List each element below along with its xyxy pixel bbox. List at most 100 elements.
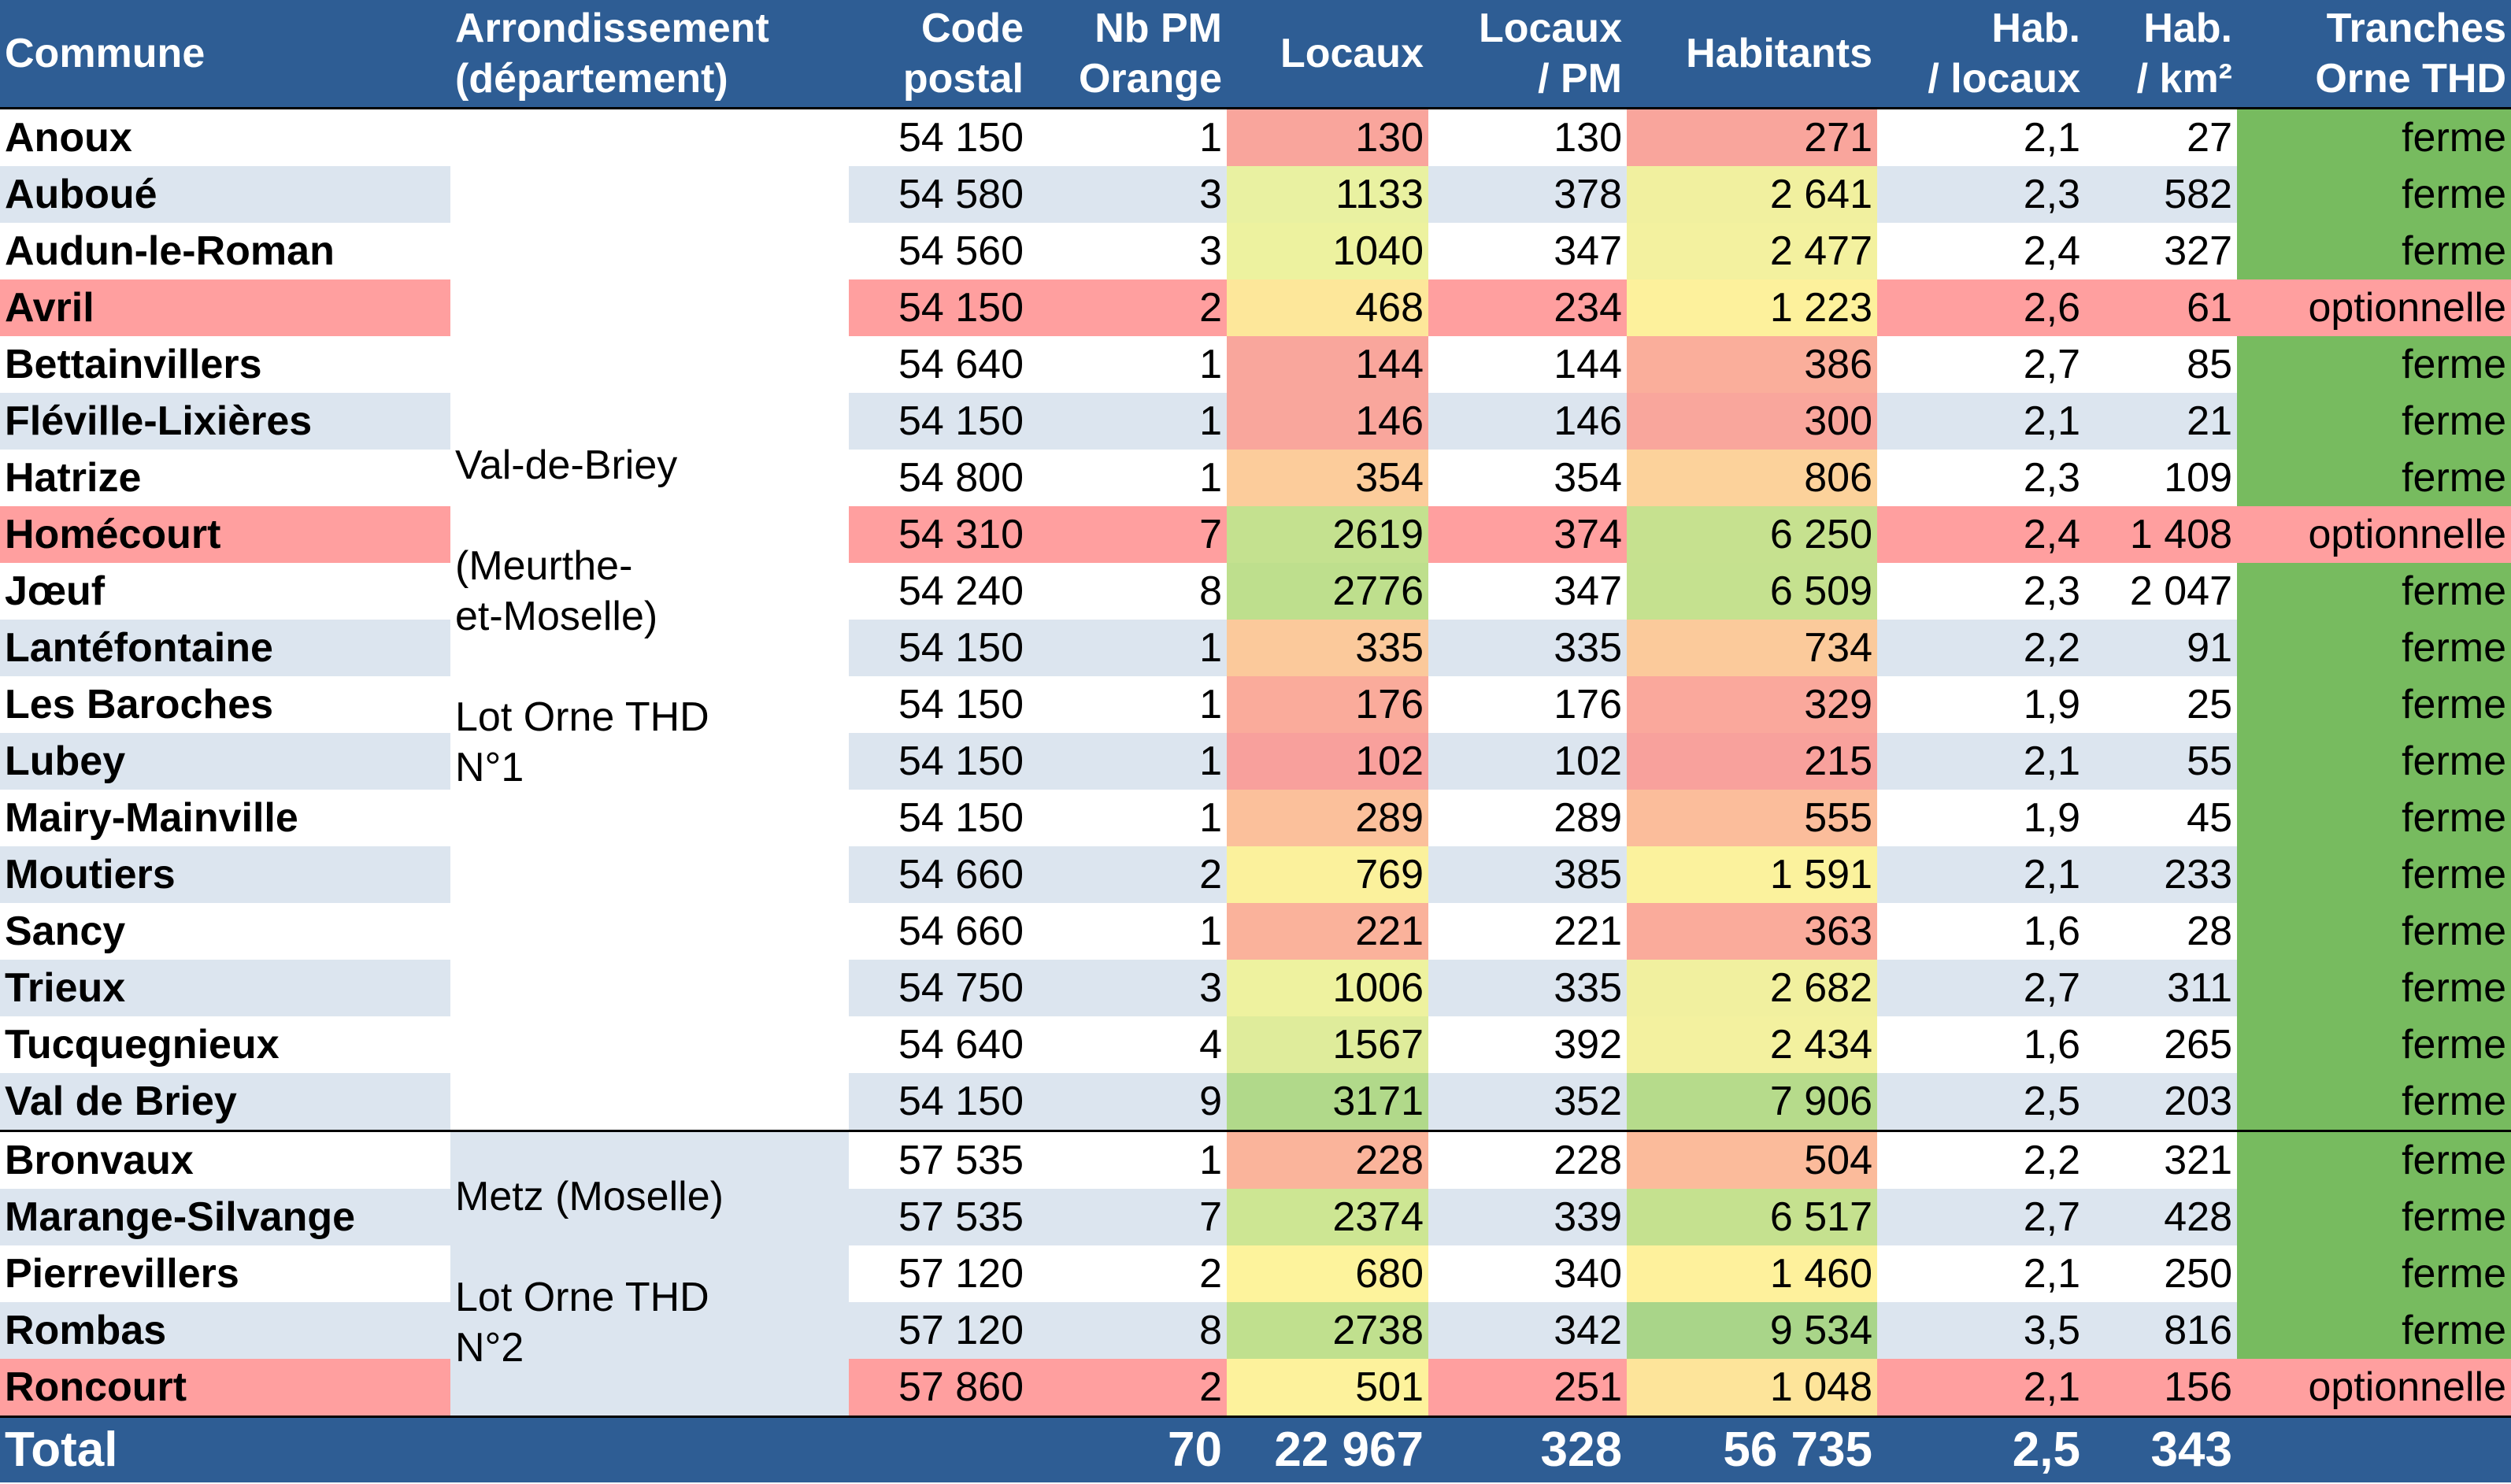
commune-cell: Hatrize [0,450,450,506]
locaux-pm-cell: 385 [1428,846,1627,903]
locaux-pm-cell: 378 [1428,166,1627,223]
commune-cell: Jœuf [0,563,450,620]
commune-cell: Sancy [0,903,450,960]
table-row: Hatrize 54 800 1 354 354 806 2,3 109 ferme [0,450,2511,506]
nb-pm-cell: 8 [1028,563,1227,620]
habitants-cell: 1 223 [1627,279,1877,336]
locaux-cell: 1133 [1227,166,1428,223]
table-row: Anoux Val-de-Briey (Meurthe-et-Moselle) Lot… [0,107,2511,1131]
tranche-cell: ferme [2237,846,2511,903]
habitants-cell: 329 [1627,676,1877,733]
commune-cell: Audun-le-Roman [0,223,450,279]
locaux-cell: 354 [1227,450,1428,506]
tranche-cell: ferme [2237,903,2511,960]
locaux-pm-cell: 342 [1428,1302,1627,1359]
hab-km2-cell: 2 047 [2085,563,2237,620]
hab-locaux-cell: 2,6 [1877,279,2085,336]
locaux-cell: 2738 [1227,1302,1428,1359]
nb-pm-cell: 1 [1028,107,1227,166]
commune-cell: Mairy-Mainville [0,790,450,846]
nb-pm-cell: 2 [1028,279,1227,336]
hab-locaux-cell: 2,1 [1877,1245,2085,1302]
header-locaux-pm: Locaux / PM [1428,0,1627,109]
tranche-cell: ferme [2237,166,2511,223]
locaux-cell: 146 [1227,393,1428,450]
locaux-pm-cell: 234 [1428,279,1627,336]
header-nb-pm: Nb PM Orange [1028,0,1227,109]
habitants-cell: 2 641 [1627,166,1877,223]
hab-km2-cell: 156 [2085,1359,2237,1417]
total-hab-km2: 343 [2085,1416,2237,1482]
table-row: Rombas 57 120 8 2738 342 9 534 3,5 816 ferme [0,1302,2511,1359]
nb-pm-cell: 2 [1028,1359,1227,1417]
locaux-pm-cell: 335 [1428,960,1627,1016]
code-postal-cell: 54 150 [849,107,1028,166]
tranche-cell: ferme [2237,1245,2511,1302]
hab-km2-cell: 85 [2085,336,2237,393]
locaux-cell: 769 [1227,846,1428,903]
locaux-cell: 176 [1227,676,1428,733]
tranche-cell: ferme [2237,960,2511,1016]
habitants-cell: 300 [1627,393,1877,450]
locaux-cell: 468 [1227,279,1428,336]
arrondissement-line: Val-de-Briey [455,442,678,488]
commune-cell: Roncourt [0,1359,450,1417]
locaux-pm-cell: 102 [1428,733,1627,790]
tranche-cell: ferme [2237,223,2511,279]
habitants-cell: 6 250 [1627,506,1877,563]
habitants-cell: 363 [1627,903,1877,960]
hab-locaux-cell: 2,1 [1877,1359,2085,1417]
locaux-cell: 221 [1227,903,1428,960]
code-postal-cell: 57 120 [849,1302,1028,1359]
locaux-pm-cell: 335 [1428,620,1627,676]
commune-cell: Bronvaux [0,1130,450,1189]
nb-pm-cell: 9 [1028,1073,1227,1131]
nb-pm-cell: 1 [1028,903,1227,960]
tranche-cell: ferme [2237,620,2511,676]
locaux-pm-cell: 251 [1428,1359,1627,1417]
tranche-cell: ferme [2237,1016,2511,1073]
code-postal-cell: 54 150 [849,733,1028,790]
code-postal-cell: 57 535 [849,1189,1028,1245]
nb-pm-cell: 1 [1028,1130,1227,1189]
habitants-cell: 2 682 [1627,960,1877,1016]
commune-cell: Avril [0,279,450,336]
tranche-cell: ferme [2237,790,2511,846]
arrondissement-cell: Val-de-Briey (Meurthe-et-Moselle) Lot Orne… [450,107,849,1131]
table-row: Audun-le-Roman 54 560 3 1040 347 2 477 2,4 327 f… [0,223,2511,279]
code-postal-cell: 54 240 [849,563,1028,620]
header-commune: Commune [0,0,450,109]
total-blank [2237,1416,2511,1482]
arrondissement-line [455,490,844,541]
hab-locaux-cell: 2,2 [1877,1130,2085,1189]
total-locaux: 22 967 [1227,1416,1428,1482]
table-row: Tucquegnieux 54 640 4 1567 392 2 434 1,6 265 fer… [0,1016,2511,1073]
nb-pm-cell: 8 [1028,1302,1227,1359]
tranche-cell: ferme [2237,450,2511,506]
table-row: Roncourt 57 860 2 501 251 1 048 2,1 156 optionne… [0,1359,2511,1417]
hab-locaux-cell: 1,9 [1877,790,2085,846]
nb-pm-cell: 3 [1028,166,1227,223]
tranche-cell: optionnelle [2237,279,2511,336]
nb-pm-cell: 3 [1028,223,1227,279]
nb-pm-cell: 2 [1028,1245,1227,1302]
arrondissement-line: N°1 [455,745,524,790]
commune-cell: Tucquegnieux [0,1016,450,1073]
tranche-cell: ferme [2237,1189,2511,1245]
commune-cell: Trieux [0,960,450,1016]
habitants-cell: 1 591 [1627,846,1877,903]
nb-pm-cell: 7 [1028,506,1227,563]
commune-cell: Auboué [0,166,450,223]
table-row: Trieux 54 750 3 1006 335 2 682 2,7 311 ferme [0,960,2511,1016]
commune-cell: Les Baroches [0,676,450,733]
hab-km2-cell: 582 [2085,166,2237,223]
commune-cell: Moutiers [0,846,450,903]
hab-locaux-cell: 1,6 [1877,1016,2085,1073]
locaux-pm-cell: 354 [1428,450,1627,506]
tranche-cell: ferme [2237,1073,2511,1131]
habitants-cell: 2 434 [1627,1016,1877,1073]
commune-cell: Anoux [0,107,450,166]
header-hab-km2: Hab. / km² [2085,0,2237,109]
habitants-cell: 9 534 [1627,1302,1877,1359]
